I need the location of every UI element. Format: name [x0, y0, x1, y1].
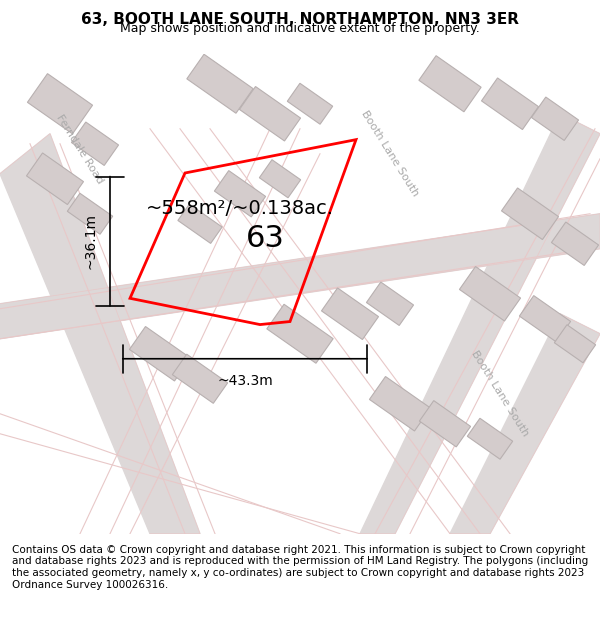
Polygon shape — [28, 74, 92, 134]
Text: 63, BOOTH LANE SOUTH, NORTHAMPTON, NN3 3ER: 63, BOOTH LANE SOUTH, NORTHAMPTON, NN3 3… — [81, 12, 519, 27]
Polygon shape — [419, 56, 481, 112]
Polygon shape — [178, 204, 222, 243]
Polygon shape — [481, 78, 539, 129]
Text: 63: 63 — [245, 224, 284, 253]
Polygon shape — [532, 97, 578, 141]
Polygon shape — [0, 134, 200, 534]
Polygon shape — [322, 288, 379, 339]
Text: Contains OS data © Crown copyright and database right 2021. This information is : Contains OS data © Crown copyright and d… — [12, 545, 588, 589]
Polygon shape — [287, 83, 332, 124]
Text: Booth Lane South: Booth Lane South — [359, 109, 421, 199]
Polygon shape — [360, 114, 600, 534]
Text: Map shows position and indicative extent of the property.: Map shows position and indicative extent… — [120, 22, 480, 35]
Polygon shape — [130, 326, 191, 381]
Text: ~36.1m: ~36.1m — [84, 213, 98, 269]
Text: Ferndale Road: Ferndale Road — [55, 112, 106, 185]
Text: ~558m²/~0.138ac.: ~558m²/~0.138ac. — [146, 199, 334, 218]
Polygon shape — [502, 188, 559, 239]
Polygon shape — [467, 418, 512, 459]
Polygon shape — [460, 266, 521, 321]
Polygon shape — [239, 86, 301, 141]
Polygon shape — [551, 222, 599, 266]
Polygon shape — [67, 193, 113, 234]
Text: Booth Lane South: Booth Lane South — [469, 349, 530, 439]
Polygon shape — [367, 282, 413, 326]
Polygon shape — [26, 153, 83, 204]
Polygon shape — [71, 122, 119, 166]
Polygon shape — [214, 171, 266, 217]
Polygon shape — [370, 376, 431, 431]
Polygon shape — [267, 304, 333, 363]
Polygon shape — [419, 401, 470, 447]
Polygon shape — [172, 354, 227, 403]
Text: ~43.3m: ~43.3m — [217, 374, 273, 388]
Polygon shape — [520, 296, 571, 342]
Polygon shape — [259, 160, 301, 198]
Polygon shape — [554, 325, 596, 362]
Polygon shape — [0, 214, 600, 339]
Polygon shape — [450, 314, 600, 534]
Polygon shape — [187, 54, 253, 113]
